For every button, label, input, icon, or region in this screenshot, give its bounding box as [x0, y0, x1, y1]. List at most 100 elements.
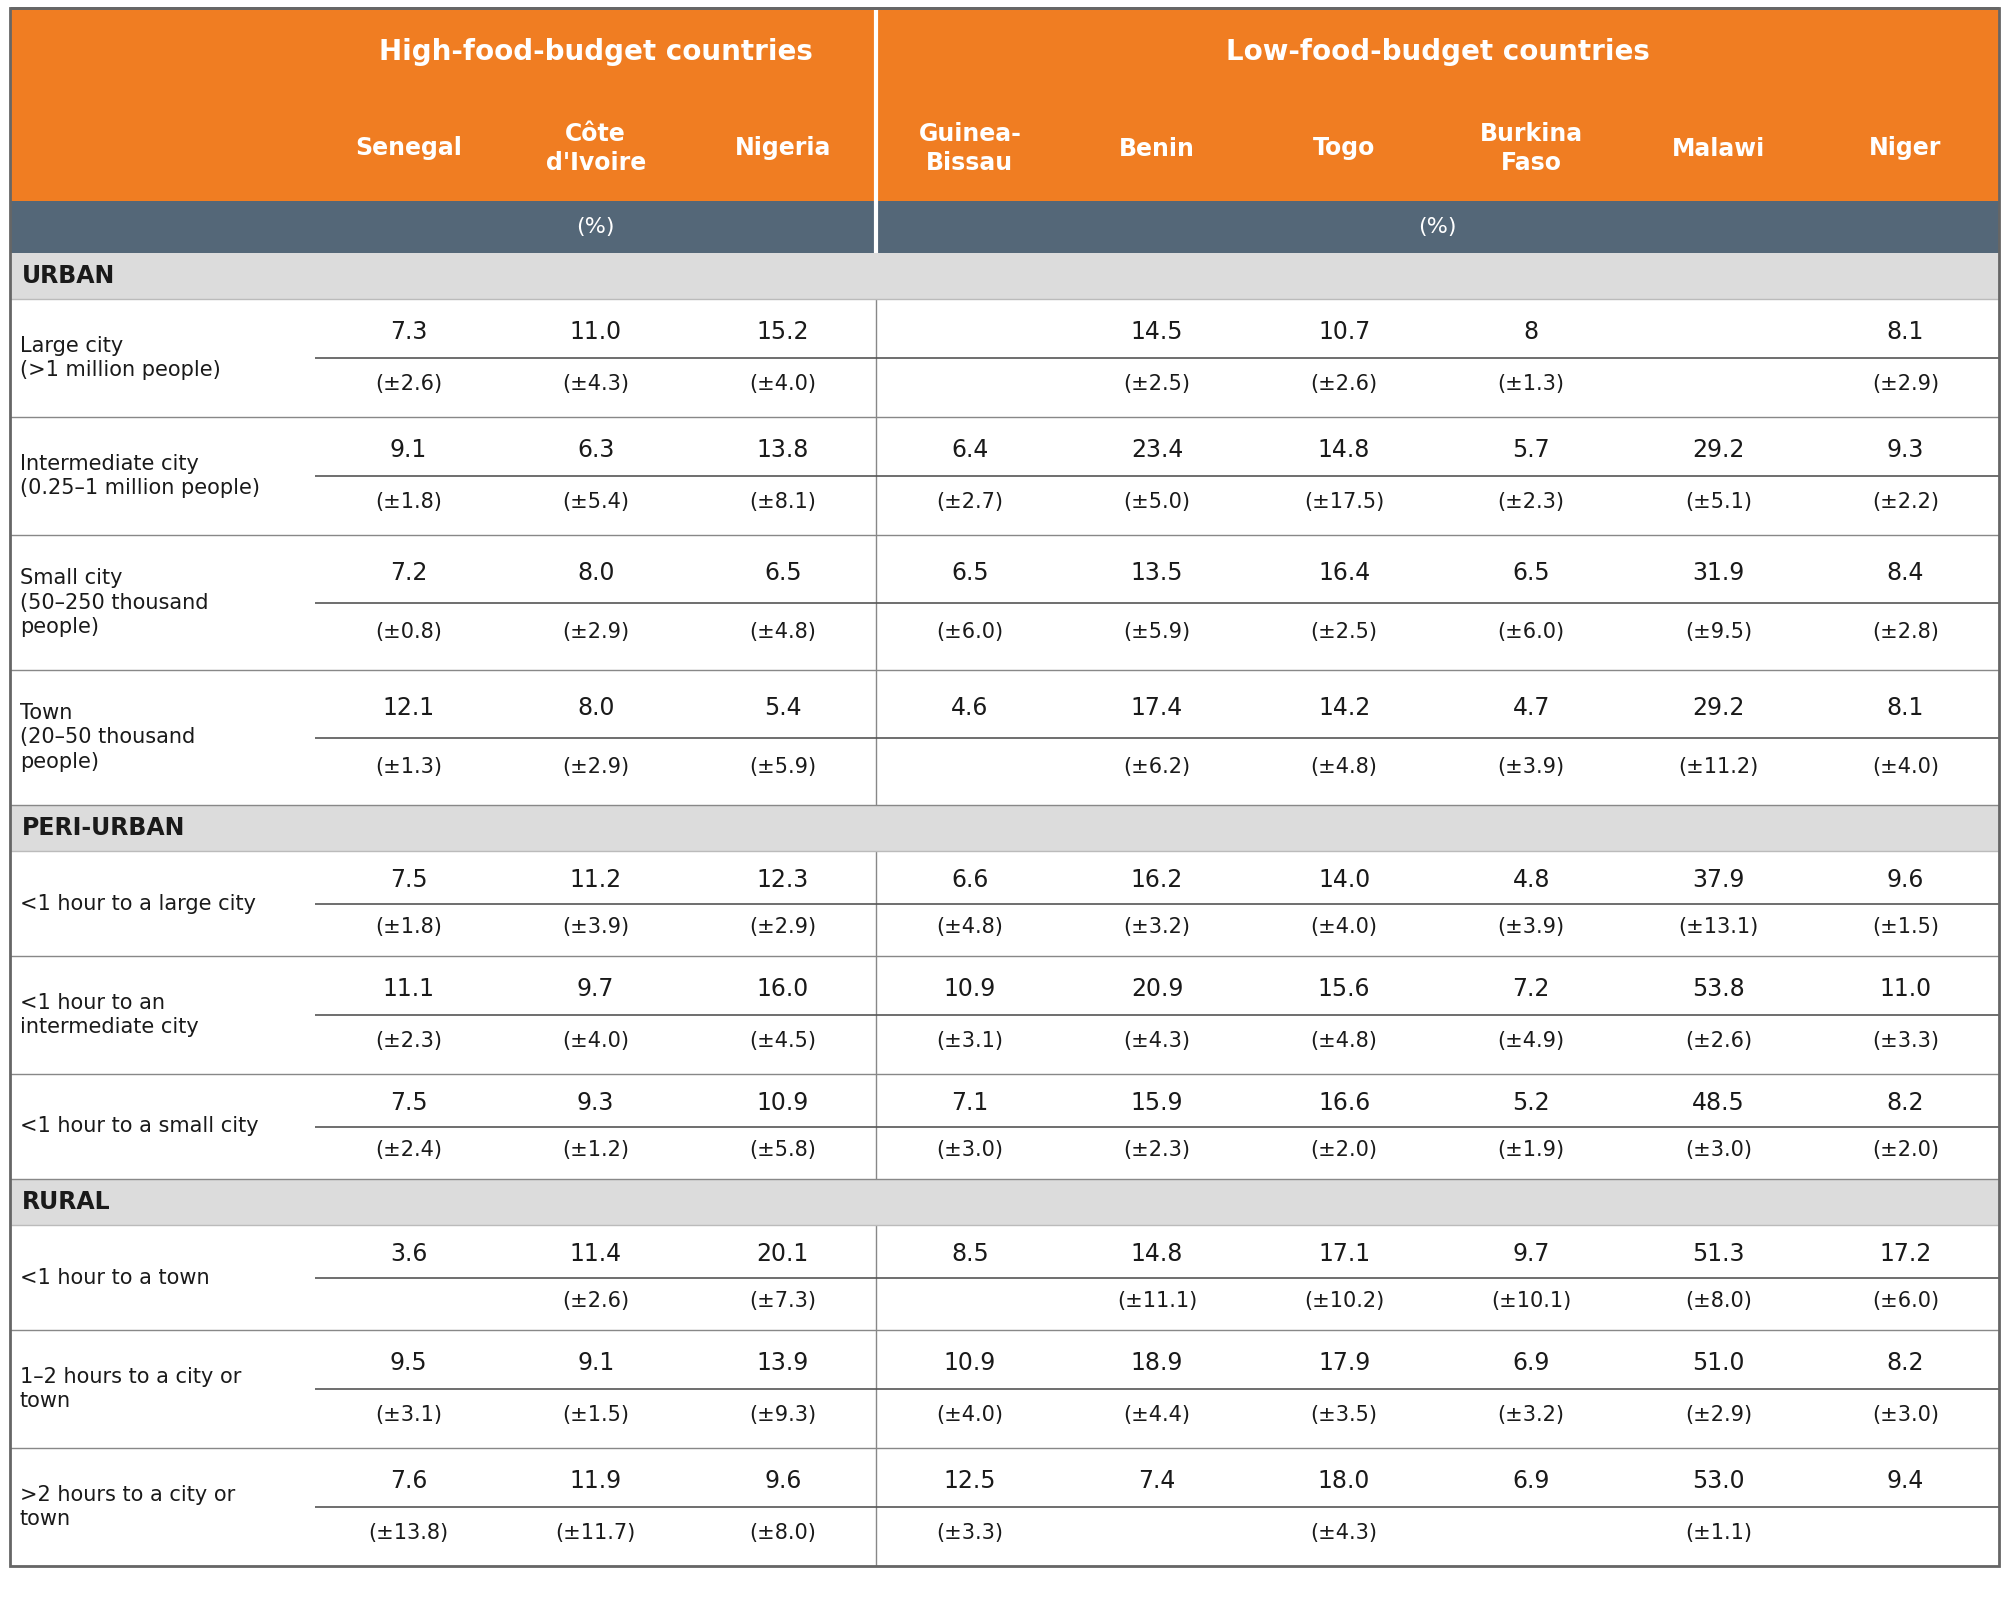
Text: (±2.8): (±2.8) — [1872, 623, 1939, 642]
Text: 6.5: 6.5 — [950, 561, 988, 586]
Text: 17.9: 17.9 — [1318, 1351, 1370, 1375]
Text: (±4.3): (±4.3) — [1123, 1032, 1191, 1051]
Bar — [10, 298, 1999, 417]
Text: 4.7: 4.7 — [1513, 696, 1549, 720]
Text: 12.3: 12.3 — [757, 868, 810, 892]
Text: 7.2: 7.2 — [390, 561, 428, 586]
Text: 16.2: 16.2 — [1131, 868, 1183, 892]
Text: (±6.0): (±6.0) — [936, 623, 1002, 642]
Text: (±3.3): (±3.3) — [1872, 1032, 1939, 1051]
Text: (±2.9): (±2.9) — [1686, 1405, 1752, 1426]
Text: (±3.3): (±3.3) — [936, 1523, 1002, 1543]
Text: (±3.9): (±3.9) — [1497, 757, 1565, 777]
Text: 8.0: 8.0 — [577, 696, 615, 720]
Text: 9.1: 9.1 — [577, 1351, 615, 1375]
Text: (±1.3): (±1.3) — [1499, 375, 1565, 394]
Bar — [10, 1448, 1999, 1565]
Text: 20.9: 20.9 — [1131, 976, 1183, 1001]
Text: 7.4: 7.4 — [1139, 1470, 1175, 1492]
Bar — [10, 1074, 1999, 1179]
Text: (±5.9): (±5.9) — [749, 757, 816, 777]
Text: Low-food-budget countries: Low-food-budget countries — [1225, 37, 1649, 67]
Text: Intermediate city
(0.25–1 million people): Intermediate city (0.25–1 million people… — [20, 454, 259, 498]
Text: (±1.5): (±1.5) — [1872, 916, 1939, 936]
Text: 13.9: 13.9 — [757, 1351, 810, 1375]
Text: 8: 8 — [1523, 320, 1539, 344]
Text: 10.7: 10.7 — [1318, 320, 1370, 344]
Text: 10.9: 10.9 — [944, 1351, 996, 1375]
Text: 14.5: 14.5 — [1131, 320, 1183, 344]
Text: (±2.5): (±2.5) — [1123, 375, 1191, 394]
Text: (±7.3): (±7.3) — [749, 1291, 816, 1311]
Text: (±11.1): (±11.1) — [1117, 1291, 1197, 1311]
Text: 31.9: 31.9 — [1692, 561, 1744, 586]
Text: 17.2: 17.2 — [1878, 1242, 1931, 1267]
Text: 11.0: 11.0 — [571, 320, 621, 344]
Text: 9.5: 9.5 — [390, 1351, 428, 1375]
Text: Guinea-
Bissau: Guinea- Bissau — [918, 122, 1021, 175]
Text: 53.0: 53.0 — [1692, 1470, 1744, 1492]
Text: 14.8: 14.8 — [1318, 438, 1370, 462]
Text: 6.9: 6.9 — [1513, 1351, 1549, 1375]
Text: Malawi: Malawi — [1671, 136, 1766, 161]
Text: (±6.2): (±6.2) — [1123, 757, 1191, 777]
Text: (±2.0): (±2.0) — [1872, 1140, 1939, 1160]
Text: (±9.5): (±9.5) — [1686, 623, 1752, 642]
Text: 6.5: 6.5 — [763, 561, 802, 586]
Text: <1 hour to a town: <1 hour to a town — [20, 1267, 209, 1288]
Text: 7.1: 7.1 — [952, 1092, 988, 1116]
Text: (±2.9): (±2.9) — [749, 916, 816, 936]
Text: Togo: Togo — [1314, 136, 1376, 161]
Text: 10.9: 10.9 — [944, 976, 996, 1001]
Text: 5.7: 5.7 — [1513, 438, 1551, 462]
Text: 15.2: 15.2 — [757, 320, 810, 344]
Text: (±13.1): (±13.1) — [1678, 916, 1758, 936]
Text: (±2.7): (±2.7) — [936, 491, 1002, 513]
Text: (±17.5): (±17.5) — [1304, 491, 1384, 513]
Text: (±4.8): (±4.8) — [1310, 757, 1378, 777]
Text: <1 hour to a small city: <1 hour to a small city — [20, 1116, 259, 1137]
Text: (±4.3): (±4.3) — [1310, 1523, 1378, 1543]
Text: 9.6: 9.6 — [1886, 868, 1925, 892]
Text: (±5.4): (±5.4) — [563, 491, 629, 513]
Text: 9.7: 9.7 — [577, 976, 615, 1001]
Text: (±2.9): (±2.9) — [563, 623, 629, 642]
Text: Côte
d'Ivoire: Côte d'Ivoire — [546, 122, 645, 175]
Text: (±1.3): (±1.3) — [376, 757, 442, 777]
Text: 9.1: 9.1 — [390, 438, 428, 462]
Text: (±6.0): (±6.0) — [1497, 623, 1565, 642]
Text: (±4.8): (±4.8) — [749, 623, 816, 642]
Text: (±4.5): (±4.5) — [749, 1032, 816, 1051]
Text: 12.5: 12.5 — [944, 1470, 996, 1492]
Text: (±1.2): (±1.2) — [563, 1140, 629, 1160]
Text: (±3.0): (±3.0) — [1686, 1140, 1752, 1160]
Text: (±2.2): (±2.2) — [1872, 491, 1939, 513]
Text: 5.4: 5.4 — [763, 696, 802, 720]
Text: (±2.9): (±2.9) — [1872, 375, 1939, 394]
Text: (±1.8): (±1.8) — [376, 916, 442, 936]
Text: 11.9: 11.9 — [571, 1470, 621, 1492]
Text: 14.8: 14.8 — [1131, 1242, 1183, 1267]
Text: 6.5: 6.5 — [1513, 561, 1551, 586]
Bar — [10, 96, 1999, 201]
Text: RURAL: RURAL — [22, 1191, 110, 1213]
Text: (±3.5): (±3.5) — [1310, 1405, 1378, 1426]
Text: 12.1: 12.1 — [382, 696, 434, 720]
Text: 7.3: 7.3 — [390, 320, 428, 344]
Bar — [10, 535, 1999, 670]
Text: <1 hour to an
intermediate city: <1 hour to an intermediate city — [20, 993, 199, 1038]
Text: 5.2: 5.2 — [1513, 1092, 1551, 1116]
Text: (±2.3): (±2.3) — [1123, 1140, 1191, 1160]
Text: 15.6: 15.6 — [1318, 976, 1370, 1001]
Text: 15.9: 15.9 — [1131, 1092, 1183, 1116]
Text: (±4.0): (±4.0) — [936, 1405, 1002, 1426]
Text: 20.1: 20.1 — [757, 1242, 810, 1267]
Text: 7.5: 7.5 — [390, 1092, 428, 1116]
Text: 8.4: 8.4 — [1886, 561, 1925, 586]
Text: (±5.0): (±5.0) — [1123, 491, 1191, 513]
Text: (±2.6): (±2.6) — [1310, 375, 1378, 394]
Text: (±2.6): (±2.6) — [1686, 1032, 1752, 1051]
Text: 6.6: 6.6 — [950, 868, 988, 892]
Text: 8.1: 8.1 — [1886, 320, 1925, 344]
Text: URBAN: URBAN — [22, 264, 115, 289]
